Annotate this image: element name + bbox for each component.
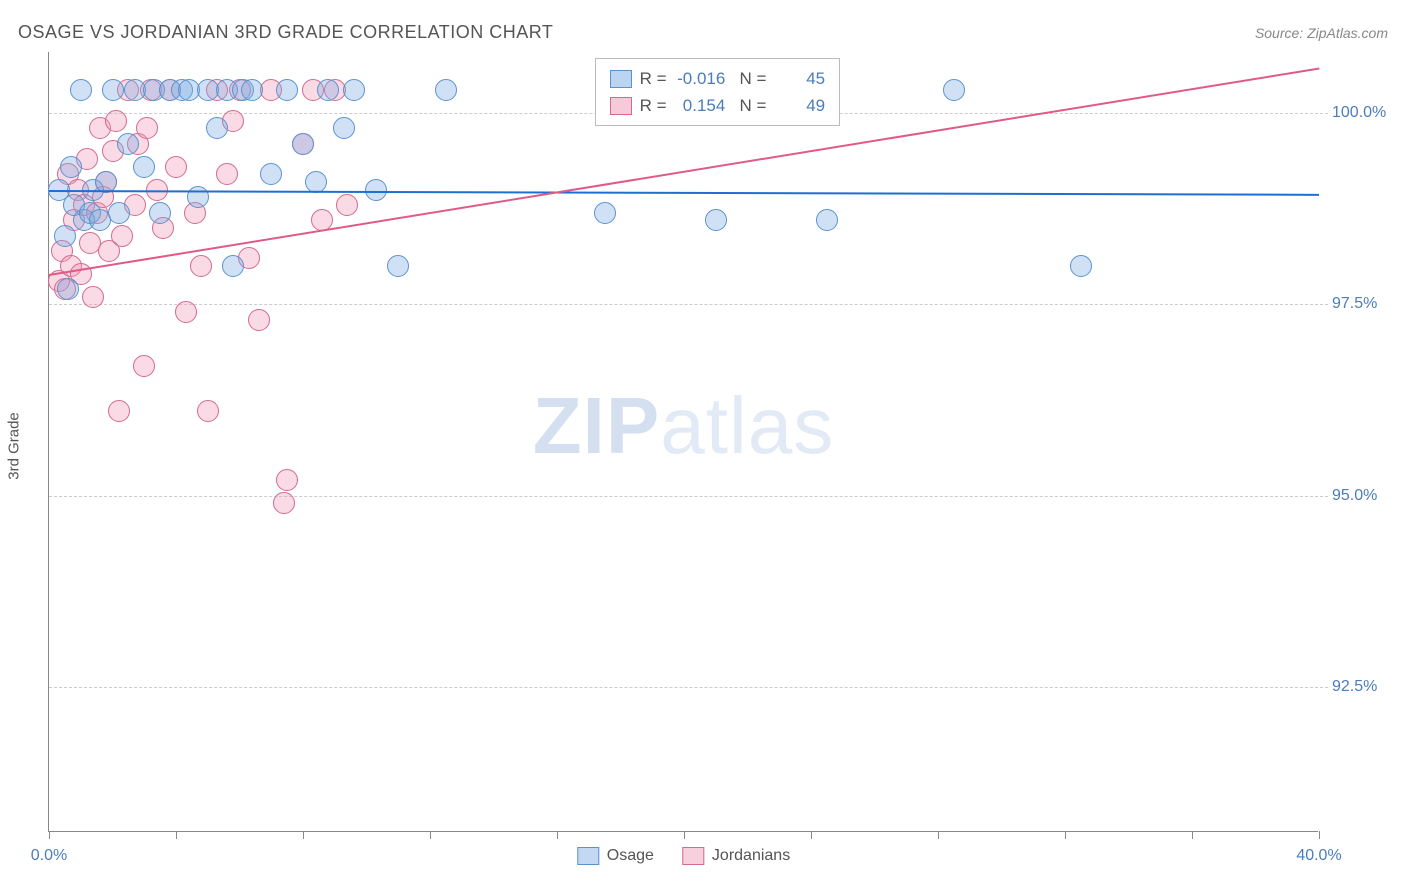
scatter-point — [387, 255, 409, 277]
gridline — [49, 304, 1328, 305]
scatter-point — [276, 469, 298, 491]
legend-item: Osage — [577, 847, 654, 865]
scatter-point — [305, 171, 327, 193]
scatter-point — [70, 79, 92, 101]
scatter-point — [435, 79, 457, 101]
scatter-point — [149, 202, 171, 224]
scatter-point — [197, 400, 219, 422]
source-attribution: Source: ZipAtlas.com — [1255, 25, 1388, 41]
scatter-point — [175, 301, 197, 323]
scatter-point — [190, 255, 212, 277]
legend-swatch — [682, 847, 704, 865]
y-axis-label: 3rd Grade — [6, 412, 23, 480]
chart-title: OSAGE VS JORDANIAN 3RD GRADE CORRELATION… — [18, 22, 553, 43]
scatter-point — [705, 209, 727, 231]
legend-swatch — [577, 847, 599, 865]
scatter-chart: ZIPatlas 92.5%95.0%97.5%100.0%0.0%40.0%R… — [48, 52, 1318, 832]
x-tick — [938, 831, 939, 839]
scatter-point — [1070, 255, 1092, 277]
y-tick-label: 100.0% — [1332, 104, 1396, 122]
x-tick — [176, 831, 177, 839]
scatter-point — [117, 133, 139, 155]
scatter-point — [317, 79, 339, 101]
scatter-point — [816, 209, 838, 231]
y-tick-label: 95.0% — [1332, 487, 1396, 505]
scatter-point — [111, 225, 133, 247]
scatter-point — [165, 156, 187, 178]
scatter-point — [343, 79, 365, 101]
legend-label: Jordanians — [712, 847, 790, 865]
scatter-point — [333, 117, 355, 139]
scatter-point — [273, 492, 295, 514]
legend-label: Osage — [607, 847, 654, 865]
legend-row: R = 0.154 N = 49 — [610, 92, 825, 119]
scatter-point — [222, 255, 244, 277]
scatter-point — [248, 309, 270, 331]
watermark: ZIPatlas — [533, 380, 834, 472]
legend-swatch — [610, 70, 632, 88]
correlation-legend: R = -0.016 N = 45R = 0.154 N = 49 — [595, 58, 840, 126]
x-tick-label: 0.0% — [31, 847, 67, 865]
scatter-point — [60, 156, 82, 178]
scatter-point — [943, 79, 965, 101]
gridline — [49, 687, 1328, 688]
y-tick-label: 97.5% — [1332, 295, 1396, 313]
y-tick-label: 92.5% — [1332, 678, 1396, 696]
x-tick — [811, 831, 812, 839]
scatter-point — [365, 179, 387, 201]
scatter-point — [54, 225, 76, 247]
gridline — [49, 496, 1328, 497]
scatter-point — [292, 133, 314, 155]
trend-line — [49, 190, 1319, 196]
x-tick — [684, 831, 685, 839]
legend-row: R = -0.016 N = 45 — [610, 65, 825, 92]
chart-header: OSAGE VS JORDANIAN 3RD GRADE CORRELATION… — [18, 22, 1388, 43]
scatter-point — [206, 117, 228, 139]
x-tick — [1192, 831, 1193, 839]
x-tick-label: 40.0% — [1296, 847, 1341, 865]
x-tick — [49, 831, 50, 839]
series-legend: Osage Jordanians — [577, 847, 790, 865]
scatter-point — [133, 355, 155, 377]
scatter-point — [216, 163, 238, 185]
scatter-point — [133, 156, 155, 178]
legend-swatch — [610, 97, 632, 115]
x-tick — [1065, 831, 1066, 839]
scatter-point — [105, 110, 127, 132]
legend-item: Jordanians — [682, 847, 790, 865]
scatter-point — [260, 163, 282, 185]
x-tick — [1319, 831, 1320, 839]
scatter-point — [57, 278, 79, 300]
scatter-point — [241, 79, 263, 101]
scatter-point — [82, 286, 104, 308]
scatter-point — [136, 117, 158, 139]
x-tick — [557, 831, 558, 839]
scatter-point — [108, 400, 130, 422]
scatter-point — [102, 79, 124, 101]
x-tick — [430, 831, 431, 839]
scatter-point — [276, 79, 298, 101]
x-tick — [303, 831, 304, 839]
scatter-point — [108, 202, 130, 224]
scatter-point — [336, 194, 358, 216]
scatter-point — [594, 202, 616, 224]
